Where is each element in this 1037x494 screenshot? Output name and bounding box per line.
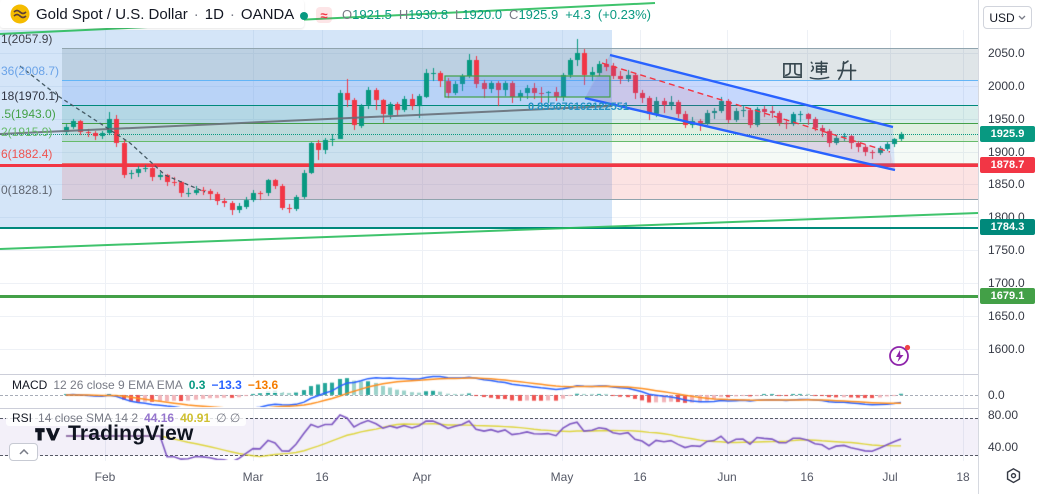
macd-legend[interactable]: MACD 12 26 close 9 EMA EMA 0.3 −13.3 −13…	[6, 377, 285, 393]
pane-collapse-button[interactable]	[9, 443, 38, 461]
rsi-title: RSI	[12, 411, 33, 425]
fib-level-label: 1(2057.9)	[1, 32, 53, 46]
indicator-tick: 0.0	[988, 388, 1005, 402]
high-value: 1930.8	[408, 7, 449, 22]
time-axis-label: Mar	[242, 470, 264, 484]
low-label: L	[455, 7, 463, 22]
channel-lower-line[interactable]	[584, 96, 896, 172]
price-badge: 1679.1	[980, 288, 1035, 304]
drawings-overlay	[0, 2, 978, 250]
price-tick: 1750.0	[988, 243, 1025, 257]
macd-hist-value: 0.3	[188, 378, 206, 392]
chevron-down-icon	[1018, 15, 1026, 20]
separator: ·	[193, 5, 199, 23]
open-value: 1921.5	[352, 7, 392, 22]
tradingview-logo[interactable]: TradingView	[34, 422, 194, 446]
currency-selector-button[interactable]: USD	[983, 6, 1032, 29]
rsi-params: 14 close SMA 14 2	[38, 411, 139, 425]
macd-title: MACD	[12, 378, 48, 392]
price-tick: 2000.0	[988, 79, 1025, 93]
currency-label: USD	[989, 10, 1015, 25]
indicator-tick: 80.00	[988, 408, 1019, 422]
low-value: 1920.0	[462, 7, 503, 22]
tradingview-logo-text: TradingView	[68, 422, 194, 445]
descending-channel-fill[interactable]	[585, 55, 895, 170]
high-label: H	[398, 7, 409, 22]
descending-channel-lower-fill	[585, 63, 895, 170]
time-axis-label: Jul	[882, 470, 898, 484]
rsi-legend[interactable]: RSI 14 close SMA 14 2 44.16 40.91 ∅ ∅	[6, 410, 247, 426]
separator: ·	[229, 5, 235, 23]
time-axis-label: 18	[956, 470, 970, 484]
time-axis[interactable]: Feb Mar 16 Apr May 16 Jun 16 Jul 18	[0, 461, 978, 494]
feb-dashed-trendline[interactable]	[19, 65, 206, 193]
time-axis-label: 16	[633, 470, 647, 484]
open-label: O	[342, 7, 353, 22]
fib-level-label: 0(1828.1)	[1, 183, 53, 197]
price-tick: 1850.0	[988, 177, 1025, 191]
price-tick: 1650.0	[988, 309, 1025, 323]
macd-params: 12 26 close 9 EMA EMA	[53, 378, 183, 392]
consolidation-box[interactable]	[444, 75, 611, 98]
time-axis-label: 16	[800, 470, 814, 484]
macd-signal-value: −13.6	[247, 378, 279, 392]
fib-level-label: 2(1915.9)	[1, 125, 53, 139]
symbol-title: Gold Spot / U.S. Dollar	[36, 5, 188, 23]
exchange-label: OANDA	[240, 5, 295, 23]
ohlc-readout: O1921.5 H1930.8 L1920.0 C1925.9 +4.3 (+0…	[342, 7, 651, 22]
price-badge: 1784.3	[980, 219, 1035, 235]
close-label: C	[509, 7, 519, 22]
time-axis-label: Apr	[412, 470, 432, 484]
close-value: 1925.9	[518, 7, 559, 22]
cjk-glyph-lian	[809, 60, 830, 80]
time-axis-label: 16	[315, 470, 329, 484]
pane-separator-macd[interactable]	[0, 374, 1037, 375]
price-tick: 2050.0	[988, 46, 1025, 60]
change-pct-value: (+0.23%)	[597, 7, 651, 22]
trendline-value-label[interactable]: 0.895076162122551	[528, 101, 629, 113]
pane-separator-rsi[interactable]	[0, 408, 1037, 409]
macd-line-value: −13.3	[211, 378, 242, 392]
price-badge: 1878.7	[980, 157, 1035, 173]
tradingview-logo-icon	[35, 428, 60, 441]
delayed-data-badge[interactable]: ≈	[316, 7, 332, 23]
time-axis-label: Jun	[717, 470, 737, 484]
fib-level-label: 36(2008.7)	[1, 64, 60, 78]
change-value: +4.3	[565, 7, 591, 22]
time-axis-label: Feb	[94, 470, 116, 484]
gold-symbol-icon	[10, 4, 30, 24]
channel-mid-dashed-line[interactable]	[601, 62, 891, 153]
fib-level-label: .5(1943.0)	[1, 107, 56, 121]
channel-upper-line[interactable]	[609, 53, 894, 129]
price-tick: 1950.0	[988, 112, 1025, 126]
rsi-value: 44.16	[144, 411, 175, 425]
price-badge: 1925.9	[980, 126, 1035, 142]
price-tick: 1700.0	[988, 276, 1025, 290]
settings-gear-icon[interactable]	[1003, 466, 1024, 492]
symbol-title-box[interactable]: Gold Spot / U.S. Dollar · 1D · OANDA	[0, 0, 305, 28]
cjk-glyph-sheng	[837, 60, 857, 81]
price-scale[interactable]: USD 2050.0 2000.0 1950.0 1900.0 1850.0 1800.0…	[978, 0, 1037, 494]
note-text-drawing[interactable]: 四連升	[781, 59, 858, 82]
cjk-glyph-si	[783, 62, 802, 79]
rsi-sma-value: 40.91	[180, 411, 211, 425]
market-status-dot[interactable]	[300, 12, 308, 20]
fib-level-label: 6(1882.4)	[1, 147, 53, 161]
ascending-trendline-upper[interactable]	[0, 2, 656, 35]
time-axis-label: May	[550, 470, 574, 484]
price-tick: 1600.0	[988, 342, 1025, 356]
indicator-tick: 40.00	[988, 440, 1019, 454]
fib-level-label: 18(1970.1)	[1, 89, 60, 103]
flash-notification-icon[interactable]	[887, 342, 913, 373]
price-tick: 1900.0	[988, 145, 1025, 159]
chart-header: Gold Spot / U.S. Dollar · 1D · OANDA ≈ O…	[0, 0, 978, 30]
rsi-empty-values: ∅ ∅	[216, 411, 241, 425]
interval-label: 1D	[204, 5, 224, 23]
ascending-trendline-lower[interactable]	[0, 212, 978, 250]
regression-trendline[interactable]	[0, 105, 613, 135]
